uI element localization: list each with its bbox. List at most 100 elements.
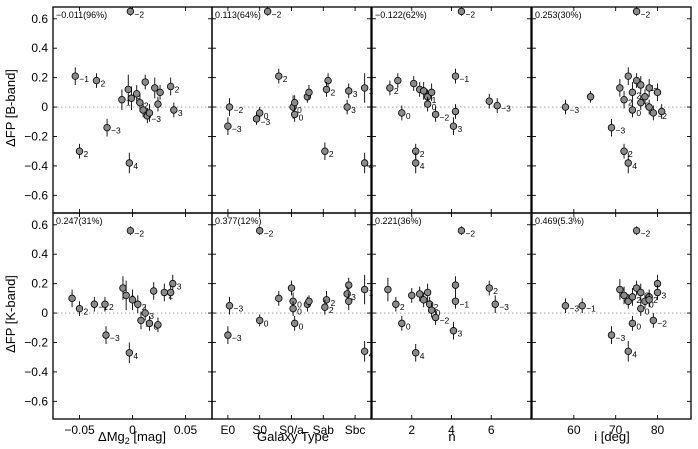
data-point [256,226,264,235]
correlation-annotation: 0.247(31%) [56,216,103,226]
data-point [225,103,234,111]
point-type-label: −2 [272,9,282,19]
data-point [305,297,313,305]
y-tick-label: 0.4 [31,247,48,261]
data-point [305,88,313,97]
data-point [427,306,436,314]
data-point [324,76,332,85]
x-tick-label: E0 [221,423,236,437]
data-point [166,82,175,91]
x-tick-label: 80 [651,423,665,437]
data-point [416,290,424,298]
data-point [125,349,134,357]
data-point [624,347,632,356]
correlation-annotation: 0.377(12%) [215,216,262,226]
data-point [141,78,149,86]
correlation-annotation: 0.221(36%) [375,216,422,226]
point-type-label: 0 [299,112,304,122]
data-point [289,304,297,313]
point-type-label: −2 [641,229,651,239]
data-point [431,313,440,322]
data-point [124,85,132,94]
data-point [145,319,154,328]
y-tick-label: −0.4 [24,365,48,379]
data-point [419,296,428,304]
point-type-label: 3 [178,108,183,118]
y-tick-label: −0.6 [24,188,48,202]
data-point [645,296,653,304]
data-point [122,291,130,300]
x-tick-label: 60 [567,423,581,437]
data-point [419,87,428,95]
data-point [632,226,641,235]
point-type-label: 3 [351,105,356,115]
x-tick-label: 4 [448,423,455,437]
point-type-label: 0 [649,299,654,309]
data-point [632,284,641,292]
point-type-label: 2 [84,149,89,159]
data-point [653,288,662,297]
data-point [90,300,99,308]
y-tick-label: −0.2 [24,335,48,349]
point-type-label: 2 [329,305,334,315]
point-type-label: −2 [134,229,144,239]
data-point [119,284,127,292]
data-point [156,88,164,97]
data-point [101,300,109,308]
data-point [126,7,135,16]
data-point [491,300,499,308]
data-point [75,304,84,313]
data-point [410,79,418,88]
x-tick-label: 6 [488,423,495,437]
data-point [561,302,570,310]
point-type-label: 2 [84,307,89,317]
data-point [624,297,632,305]
data-point [321,303,329,311]
y-tick-label: −0.2 [24,129,48,143]
point-type-label: −2 [134,9,144,19]
data-point [451,297,460,305]
point-type-label: −3 [151,114,161,124]
point-type-label: 3 [662,290,667,300]
correlation-annotation: 0.469(5.3%) [535,216,584,226]
data-point [139,106,147,114]
point-type-label: −1 [459,74,469,84]
x-tick-label: 0 [129,423,136,437]
point-type-label: −2 [465,229,475,239]
data-point [485,97,493,105]
point-type-label: −3 [110,333,120,343]
data-point [645,103,653,111]
data-point [133,90,141,98]
data-point [412,349,420,357]
point-type-label: −2 [264,229,274,239]
data-point [118,95,126,104]
data-point [645,84,653,92]
correlation-annotation: −0.122(62%) [375,10,427,20]
point-type-label: 3 [149,311,154,321]
panel-k-3: 246−2204120−2−132−30.221(36%) [371,212,532,437]
data-point [225,302,234,310]
x-axis-label-delta-mg2-main: ΔMg [98,429,125,444]
x-axis-label-inclination: i [deg] [594,429,629,444]
data-point [343,103,351,111]
panel-frame [531,6,692,214]
data-point [224,331,232,339]
x-axis-label-delta-mg2-sub: 2 [125,436,130,446]
panel-frame [52,212,213,420]
point-type-label: −1 [79,74,89,84]
point-type-label: 4 [420,351,425,361]
data-point [127,94,136,102]
data-point [649,316,658,325]
correlation-annotation: −0.011(96%) [56,10,107,20]
point-type-label: 2 [400,302,405,312]
data-point [449,122,458,130]
y-axis-label-k-band: ΔFP [K-band] [3,275,18,353]
x-tick-label: 0.05 [174,423,198,437]
point-type-label: 0 [264,111,269,121]
point-type-label: 0 [636,321,641,331]
data-point [616,84,624,92]
panel-frame [52,6,213,214]
data-point [256,316,264,325]
data-point [451,72,460,80]
